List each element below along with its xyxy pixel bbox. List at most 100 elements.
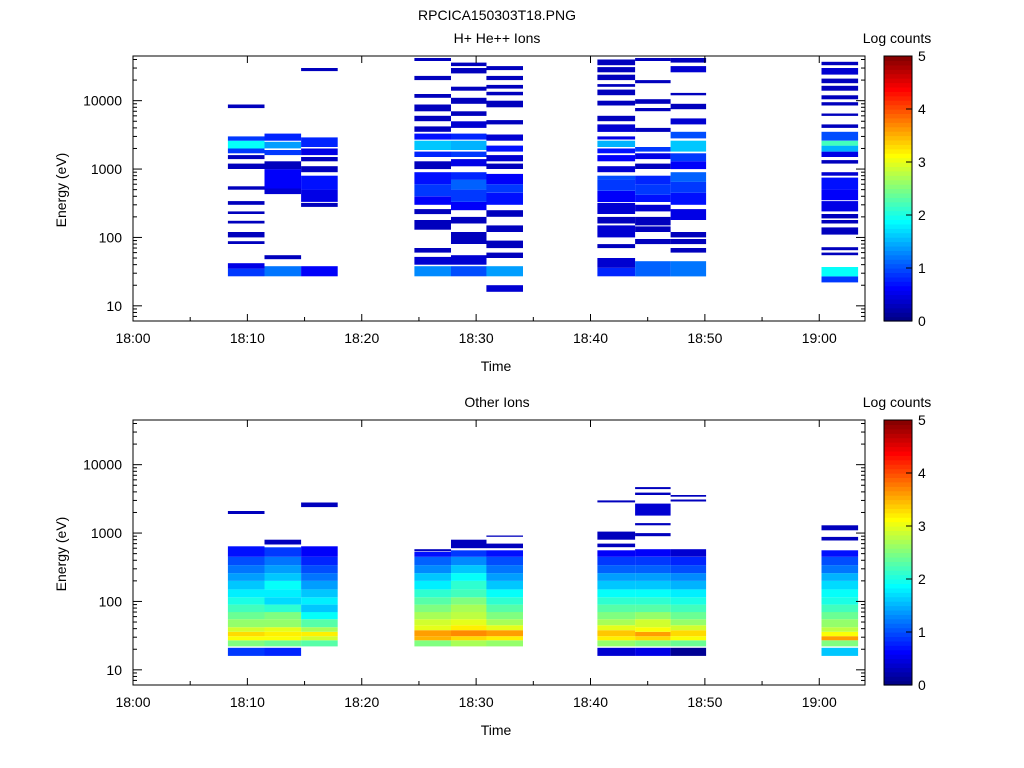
spectrogram-cell bbox=[264, 539, 302, 545]
colorbar-swatch bbox=[884, 78, 912, 84]
spectrogram-cell bbox=[486, 66, 523, 71]
spectrogram-cell bbox=[227, 241, 265, 244]
colorbar-swatch bbox=[884, 254, 912, 260]
spectrogram-cell bbox=[597, 155, 636, 162]
spectrogram-cell bbox=[227, 163, 265, 169]
spectrogram-cell bbox=[670, 118, 707, 125]
spectrogram-cell bbox=[264, 604, 302, 613]
colorbar-swatch bbox=[884, 215, 912, 221]
spectrogram-cell bbox=[414, 115, 451, 122]
colorbar-swatch bbox=[884, 268, 912, 274]
colorbar-swatch bbox=[884, 627, 912, 633]
spectrogram-cell bbox=[635, 604, 671, 613]
spectrogram-cell bbox=[486, 225, 523, 232]
colorbar-swatch bbox=[884, 223, 912, 229]
spectrogram-cell bbox=[301, 631, 338, 637]
colorbar-swatch bbox=[884, 442, 912, 448]
spectrogram-cell bbox=[451, 121, 487, 128]
spectrogram-cell bbox=[821, 140, 859, 146]
spectrogram-cell bbox=[670, 209, 707, 220]
spectrogram-cell bbox=[635, 647, 671, 656]
spectrogram-cell bbox=[670, 181, 707, 193]
spectrogram-cell bbox=[635, 175, 671, 185]
spectrogram-cell bbox=[227, 573, 265, 581]
spectrogram-cell bbox=[635, 533, 671, 537]
colorbar-swatch bbox=[884, 658, 912, 664]
spectrogram-cell bbox=[821, 580, 859, 590]
spectrogram-cell bbox=[670, 640, 707, 647]
spectrogram-cell bbox=[486, 75, 523, 81]
spectrogram-cell bbox=[486, 184, 523, 193]
spectrogram-cell bbox=[451, 202, 487, 211]
spectrogram-cell bbox=[597, 625, 636, 631]
colorbar-swatch bbox=[884, 473, 912, 479]
spectrogram-cell bbox=[821, 565, 859, 574]
colorbar-swatch bbox=[884, 144, 912, 150]
spectrogram-cell bbox=[301, 619, 338, 628]
colorbar-tick-label: 3 bbox=[918, 154, 926, 170]
spectrogram-cell bbox=[670, 619, 707, 626]
spectrogram-cell bbox=[414, 589, 451, 598]
colorbar-swatch bbox=[884, 82, 912, 88]
colorbar-swatch bbox=[884, 676, 912, 682]
colorbar-swatch bbox=[884, 237, 912, 243]
spectrogram-cell bbox=[821, 247, 859, 251]
spectrogram-cell bbox=[821, 85, 859, 91]
y-tick-label: 10000 bbox=[83, 457, 122, 473]
spectrogram-cell bbox=[227, 647, 265, 656]
spectrogram-cell bbox=[227, 511, 265, 514]
colorbar-swatch bbox=[884, 117, 912, 123]
y-tick-label: 10 bbox=[106, 298, 122, 314]
spectrogram-cell bbox=[821, 640, 859, 647]
colorbar-swatch bbox=[884, 95, 912, 101]
spectrogram-cell bbox=[486, 266, 523, 277]
spectrogram-cell bbox=[635, 640, 671, 647]
spectrogram-cell bbox=[486, 163, 523, 169]
colorbar-swatch bbox=[884, 654, 912, 660]
colorbar-swatch bbox=[884, 420, 912, 426]
spectrogram-cell bbox=[264, 647, 302, 656]
spectrogram-cell bbox=[264, 161, 302, 170]
spectrogram-cell bbox=[635, 99, 671, 104]
spectrogram-cell bbox=[301, 502, 338, 508]
spectrogram-cell bbox=[670, 172, 707, 182]
spectrogram-cell bbox=[635, 153, 671, 160]
spectrogram-cell bbox=[486, 100, 523, 108]
plot-frame bbox=[132, 55, 866, 322]
spectrogram-cell bbox=[451, 612, 487, 620]
spectrogram-cell bbox=[597, 115, 636, 122]
spectrogram-cell bbox=[486, 240, 523, 249]
spectrogram-cell bbox=[597, 148, 636, 154]
colorbar-swatch bbox=[884, 499, 912, 505]
spectrogram-cell bbox=[451, 573, 487, 581]
spectrogram-cell bbox=[264, 133, 302, 141]
y-tick-label: 1000 bbox=[91, 525, 122, 541]
spectrogram-cell bbox=[227, 636, 265, 641]
spectrogram-cell bbox=[414, 597, 451, 605]
colorbar-tick-label: 1 bbox=[918, 624, 926, 640]
panel-title: Other Ions bbox=[464, 394, 529, 410]
spectrogram-cell bbox=[635, 589, 671, 598]
spectrogram-cell bbox=[635, 492, 671, 495]
y-tick-label: 10 bbox=[106, 662, 122, 678]
colorbar-swatch bbox=[884, 201, 912, 207]
spectrogram-cell bbox=[486, 604, 523, 613]
spectrogram-cell bbox=[821, 597, 859, 605]
spectrogram-cell bbox=[821, 631, 859, 637]
spectrogram-cell bbox=[821, 160, 859, 164]
colorbar-tick-label: 0 bbox=[918, 313, 926, 329]
spectrogram-cell bbox=[451, 604, 487, 613]
spectrogram-cell bbox=[414, 640, 451, 647]
spectrogram-cell bbox=[635, 108, 671, 112]
x-tick-label: 19:00 bbox=[802, 694, 837, 710]
spectrogram-cell bbox=[597, 636, 636, 641]
colorbar-swatch bbox=[884, 109, 912, 115]
spectrogram-cell bbox=[597, 216, 636, 224]
colorbar-swatch bbox=[884, 170, 912, 176]
colorbar-swatch bbox=[884, 250, 912, 256]
spectrogram-cell bbox=[670, 192, 707, 205]
spectrogram-cell bbox=[451, 62, 487, 67]
spectrogram-cell bbox=[635, 194, 671, 202]
spectrogram-cell bbox=[414, 630, 451, 637]
colorbar-swatch bbox=[884, 179, 912, 185]
